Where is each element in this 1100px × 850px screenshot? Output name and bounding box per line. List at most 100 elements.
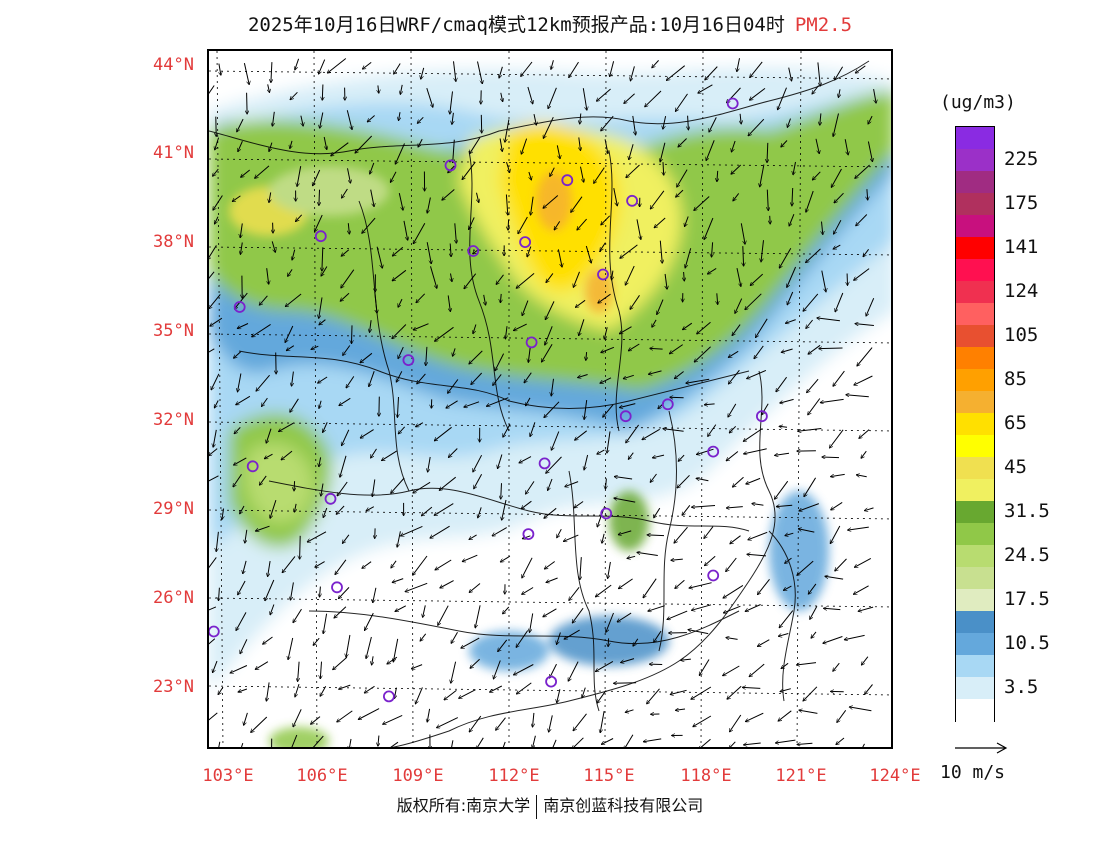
wind-arrow [500,555,511,562]
wind-arrow [533,712,534,727]
wind-arrow [265,579,275,601]
wind-arrow [392,269,407,281]
wind-arrow [781,348,793,352]
wind-arrow [797,743,813,744]
wind-arrow [652,60,659,67]
lon-label-109: 109°E [392,766,444,786]
wind-arrow [619,326,632,334]
wind-arrow [268,561,271,577]
wind-arrow [473,324,477,334]
wind-arrow [355,135,373,153]
wind-arrow [744,742,761,745]
wind-arrow [469,350,483,364]
wind-arrow [453,139,455,163]
wind-arrow [518,216,528,234]
lon-label-121: 121°E [775,766,827,786]
legend-level-label: 124 [1004,280,1039,302]
wind-arrow [855,324,874,326]
wind-arrow [811,631,817,638]
wind-arrow [663,162,664,175]
wind-arrow [834,219,842,234]
wind-arrow [833,662,840,671]
wind-arrow [861,656,869,665]
wind-arrow [285,293,302,307]
wind-arrow [683,322,693,330]
wind-arrow [624,93,635,104]
wind-arrow [854,557,872,567]
city-marker [467,245,480,257]
wind-arrow [545,301,555,319]
wind-arrow [279,422,295,432]
lat-label-29: 29°N [153,499,194,519]
wind-arrow [726,451,739,461]
wind-arrow [686,378,710,383]
wind-arrow [293,709,302,727]
wind-arrow [251,716,268,733]
wind-arrow [333,656,348,670]
wind-arrow [310,735,324,747]
wind-arrow [524,372,532,383]
wind-arrow [596,88,611,101]
wind-arrow [730,535,741,544]
lon-label-106: 106°E [296,766,348,786]
wind-arrow [430,266,437,288]
wind-arrow [793,161,796,175]
wind-arrow [688,115,689,130]
wind-arrow [245,529,247,543]
wind-reference-arrow [955,742,1008,754]
wind-arrow [603,404,614,418]
wind-arrow [628,452,634,460]
wind-arrow [397,396,398,417]
wind-arrow [501,483,502,499]
wind-arrow [209,606,217,611]
wind-arrow [548,87,557,109]
legend-level-label: 65 [1004,412,1027,434]
wind-arrow [209,294,221,308]
wind-arrow [411,664,423,669]
wind-arrow [360,352,373,363]
wind-arrow [435,559,452,570]
wind-arrow [650,190,665,209]
wind-arrow [600,242,606,251]
copyright-right: 南京创蓝科技有限公司 [543,796,704,815]
wind-arrow [506,161,510,172]
wind-arrow [503,606,510,614]
wind-arrow [391,560,397,568]
wind-arrow [256,374,270,391]
wind-arrow [775,739,796,743]
city-marker [756,410,768,423]
wind-arrow [597,449,605,454]
wind-arrow [474,474,483,489]
wind-arrow [285,325,294,343]
wind-arrow [729,425,737,433]
city-markers [209,97,768,703]
wind-arrow [240,223,243,237]
map-panel[interactable] [207,49,893,749]
wind-arrow [745,712,764,721]
wind-arrow [643,578,657,598]
wind-arrow [573,713,587,731]
wind-arrow [705,555,716,565]
wind-arrow [427,708,431,722]
wind-arrow [861,450,867,458]
wind-arrow [747,369,767,378]
wind-arrow [595,660,614,671]
wind-arrow [652,319,657,327]
wind-arrow [521,138,528,155]
wind-arrow [619,403,636,408]
wind-arrow [571,196,583,213]
wind-arrow [732,476,744,487]
wind-arrow [372,656,374,665]
wind-arrow [628,343,640,351]
lon-label-103: 103°E [202,766,254,786]
wind-arrow [471,372,483,385]
lon-label-118: 118°E [680,766,732,786]
wind-arrow [693,715,712,727]
wind-arrow [717,293,718,304]
legend-swatch [956,259,994,282]
wind-arrow [654,217,666,228]
wind-arrow [403,220,408,240]
wind-arrow [469,217,475,229]
wind-arrow [823,636,843,644]
wind-arrow [551,431,560,451]
